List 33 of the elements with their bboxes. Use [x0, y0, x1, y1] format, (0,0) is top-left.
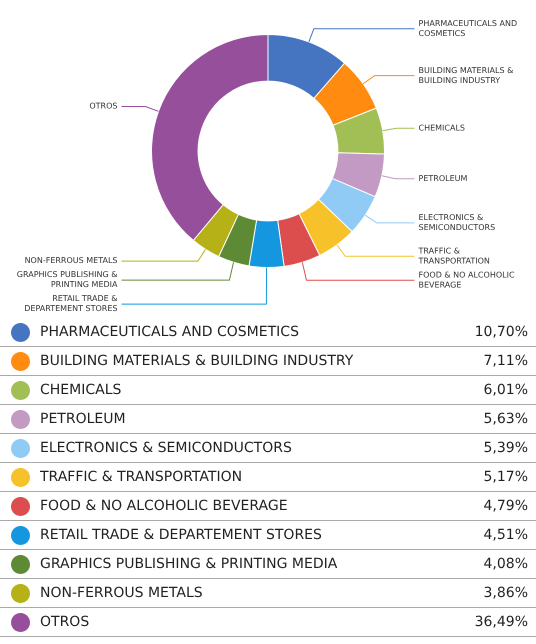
slice-label: NON-FERROUS METALS [24, 256, 118, 266]
legend-label: ELECTRONICS & SEMICONDUCTORS [40, 434, 455, 462]
slice-label: PETROLEUM [418, 174, 468, 183]
data-label: 4,08% [454, 550, 536, 578]
data-label: 6,01% [454, 376, 536, 404]
data-label: 36,49% [454, 608, 536, 636]
slice-label: OTROS [89, 102, 118, 111]
slice-label: CHEMICALS [418, 123, 466, 132]
legend-label: NON-FERROUS METALS [40, 578, 455, 608]
slice-label: BUILDING MATERIALS & BUILDING INDUSTRY [418, 66, 514, 85]
data-label: 5,63% [454, 404, 536, 434]
data-label: 5,39% [454, 434, 536, 462]
legend-label: GRAPHICS PUBLISHING & PRINTING MEDIA [40, 550, 455, 578]
data-label: 4,79% [454, 492, 536, 520]
slice-label: PHARMACEUTICALS AND COSMETICS [418, 18, 518, 38]
legend-label: RETAIL TRADE & DEPARTEMENT STORES [40, 520, 455, 550]
slice-label: GRAPHICS PUBLISHING & PRINTING MEDIA [16, 270, 118, 290]
data-label: 5,17% [454, 462, 536, 492]
legend-label: TRAFFIC & TRANSPORTATION [40, 462, 455, 492]
data-label: 7,11% [454, 346, 536, 376]
legend-label: CHEMICALS [40, 376, 455, 404]
slice-label: ELECTRONICS & SEMICONDUCTORS [418, 213, 496, 232]
data-label: 10,70% [454, 318, 536, 346]
legend-label: PETROLEUM [40, 404, 455, 434]
data-label: 3,86% [454, 578, 536, 608]
data-label: 4,51% [454, 520, 536, 550]
slice-label: FOOD & NO ALCOHOLIC BEVERAGE [418, 270, 515, 290]
legend-label: PHARMACEUTICALS AND COSMETICS [40, 318, 455, 346]
legend-label: OTROS [40, 608, 455, 636]
slice-label: RETAIL TRADE & DEPARTEMENT STORES [24, 294, 118, 314]
slice-label: TRAFFIC & TRANSPORTATION [418, 246, 490, 266]
legend-label: BUILDING MATERIALS & BUILDING INDUSTRY [40, 346, 455, 376]
legend-label: FOOD & NO ALCOHOLIC BEVERAGE [40, 492, 455, 520]
